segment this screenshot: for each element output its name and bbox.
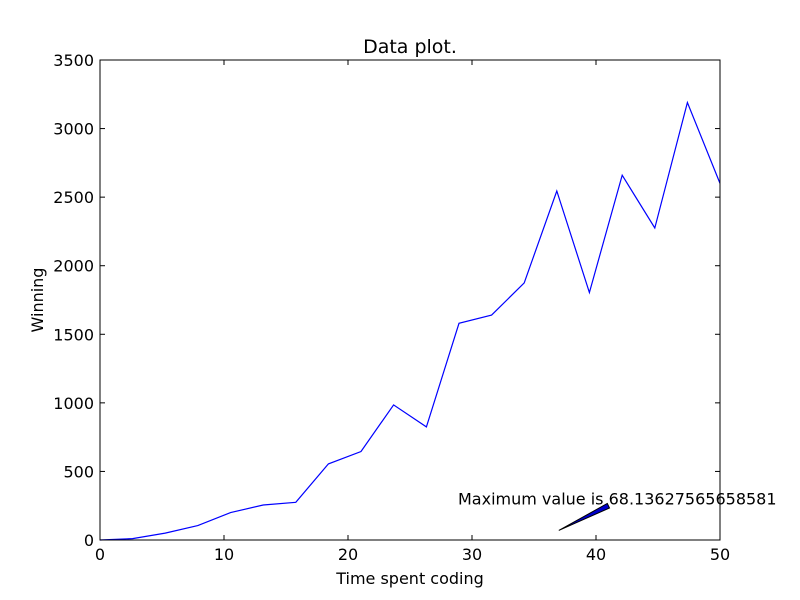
y-tick-label: 500 bbox=[63, 462, 94, 481]
x-tick-label: 50 bbox=[710, 545, 730, 564]
y-tick-label: 2500 bbox=[53, 188, 94, 207]
x-tick-label: 20 bbox=[338, 545, 358, 564]
y-tick-label: 0 bbox=[84, 531, 94, 550]
plot-area: Maximum value is 68.13627565658581 0 10 20… bbox=[53, 51, 776, 564]
series-line-0 bbox=[99, 100, 721, 541]
y-tick-label: 3500 bbox=[53, 51, 94, 70]
y-tick-label: 2000 bbox=[53, 257, 94, 276]
x-tick-label: 0 bbox=[95, 545, 105, 564]
annotation-layer: Maximum value is 68.13627565658581 bbox=[458, 490, 777, 531]
x-tick-label: 30 bbox=[462, 545, 482, 564]
x-tick-label: 40 bbox=[586, 545, 606, 564]
x-axis-label: Time spent coding bbox=[335, 569, 484, 588]
y-tick-label: 1500 bbox=[53, 325, 94, 344]
y-tick-label: 3000 bbox=[53, 120, 94, 139]
y-tick-label: 1000 bbox=[53, 394, 94, 413]
annotation-text: Maximum value is 68.13627565658581 bbox=[458, 490, 777, 509]
y-axis-label: Winning bbox=[28, 268, 47, 333]
annotation-arrow bbox=[558, 502, 611, 531]
chart-title: Data plot. bbox=[363, 36, 457, 58]
x-tick-label: 10 bbox=[214, 545, 234, 564]
plot-frame bbox=[99, 59, 721, 541]
series-layer bbox=[99, 100, 721, 541]
